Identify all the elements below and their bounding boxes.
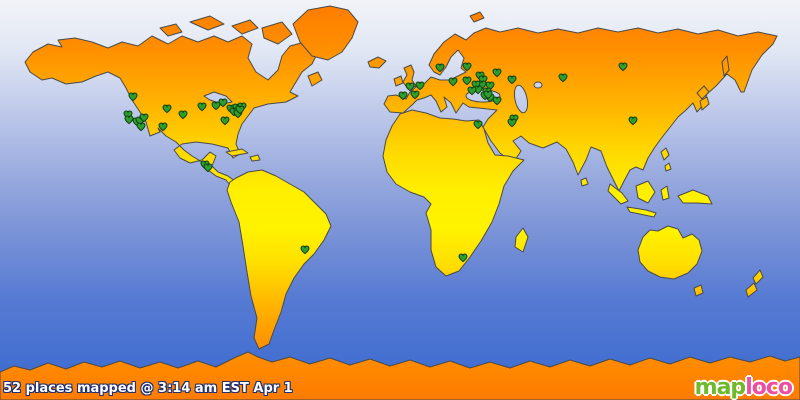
place-marker-heart-icon <box>473 120 483 130</box>
place-marker-heart-icon <box>235 105 245 115</box>
place-marker-heart-icon <box>410 90 420 100</box>
caspian-sea <box>513 84 529 114</box>
place-marker-heart-icon <box>467 86 477 96</box>
place-marker-heart-icon <box>162 104 172 114</box>
landmass-cuba <box>225 148 249 157</box>
landmass-africa <box>382 109 525 277</box>
place-marker-heart-icon <box>448 77 458 87</box>
landmass-arctic-islands <box>159 15 293 45</box>
landmass-iceland <box>367 56 387 69</box>
place-marker-heart-icon <box>507 118 517 128</box>
logo-loco-text: loco <box>745 375 793 400</box>
place-marker-heart-icon <box>405 82 415 92</box>
place-marker-heart-icon <box>462 62 472 72</box>
place-marker-heart-icon <box>415 81 425 91</box>
landmass-newfoundland <box>307 71 323 87</box>
place-marker-heart-icon <box>628 116 638 126</box>
place-marker-heart-icon <box>300 245 310 255</box>
place-marker-heart-icon <box>158 122 168 132</box>
status-text: 52 places mapped @ 3:14 am EST Apr 1 <box>3 381 293 396</box>
landmass-new-zealand <box>745 269 764 298</box>
place-marker-heart-icon <box>458 253 468 263</box>
landmass-svalbard <box>469 11 485 23</box>
place-marker-heart-icon <box>124 115 134 125</box>
place-marker-heart-icon <box>128 92 138 102</box>
landmass-tasmania <box>693 284 704 297</box>
markers-layer <box>123 62 638 263</box>
landmass-ireland <box>393 75 404 87</box>
landmass-sakhalin <box>721 55 730 77</box>
place-marker-heart-icon <box>462 76 472 86</box>
place-marker-heart-icon <box>197 102 207 112</box>
logo-map-text: map <box>694 375 747 400</box>
landmass-australia <box>637 225 703 280</box>
place-marker-heart-icon <box>507 75 517 85</box>
landmass-hispaniola <box>249 154 261 162</box>
place-marker-heart-icon <box>136 122 146 132</box>
landmass-indonesia <box>607 180 713 218</box>
landmass-sri-lanka <box>580 177 589 187</box>
place-marker-heart-icon <box>492 68 502 78</box>
place-marker-heart-icon <box>558 73 568 83</box>
landmass-greenland <box>292 5 359 61</box>
place-marker-heart-icon <box>483 90 493 100</box>
maploco-logo[interactable]: maploco <box>694 375 793 400</box>
aral-sea <box>533 81 543 89</box>
place-marker-heart-icon <box>435 63 445 73</box>
place-marker-heart-icon <box>492 96 502 106</box>
place-marker-heart-icon <box>139 113 149 123</box>
place-marker-heart-icon <box>618 62 628 72</box>
landmass-antarctica <box>0 351 800 400</box>
landmasses <box>0 5 800 400</box>
landmass-philippines <box>660 147 672 172</box>
place-marker-heart-icon <box>398 91 408 101</box>
landmass-japan <box>696 85 710 111</box>
landmass-madagascar <box>514 227 529 253</box>
place-marker-heart-icon <box>178 110 188 120</box>
place-marker-heart-icon <box>218 98 228 108</box>
landmass-south-america <box>226 169 332 350</box>
place-marker-heart-icon <box>220 116 230 126</box>
place-marker-heart-icon <box>203 163 213 173</box>
